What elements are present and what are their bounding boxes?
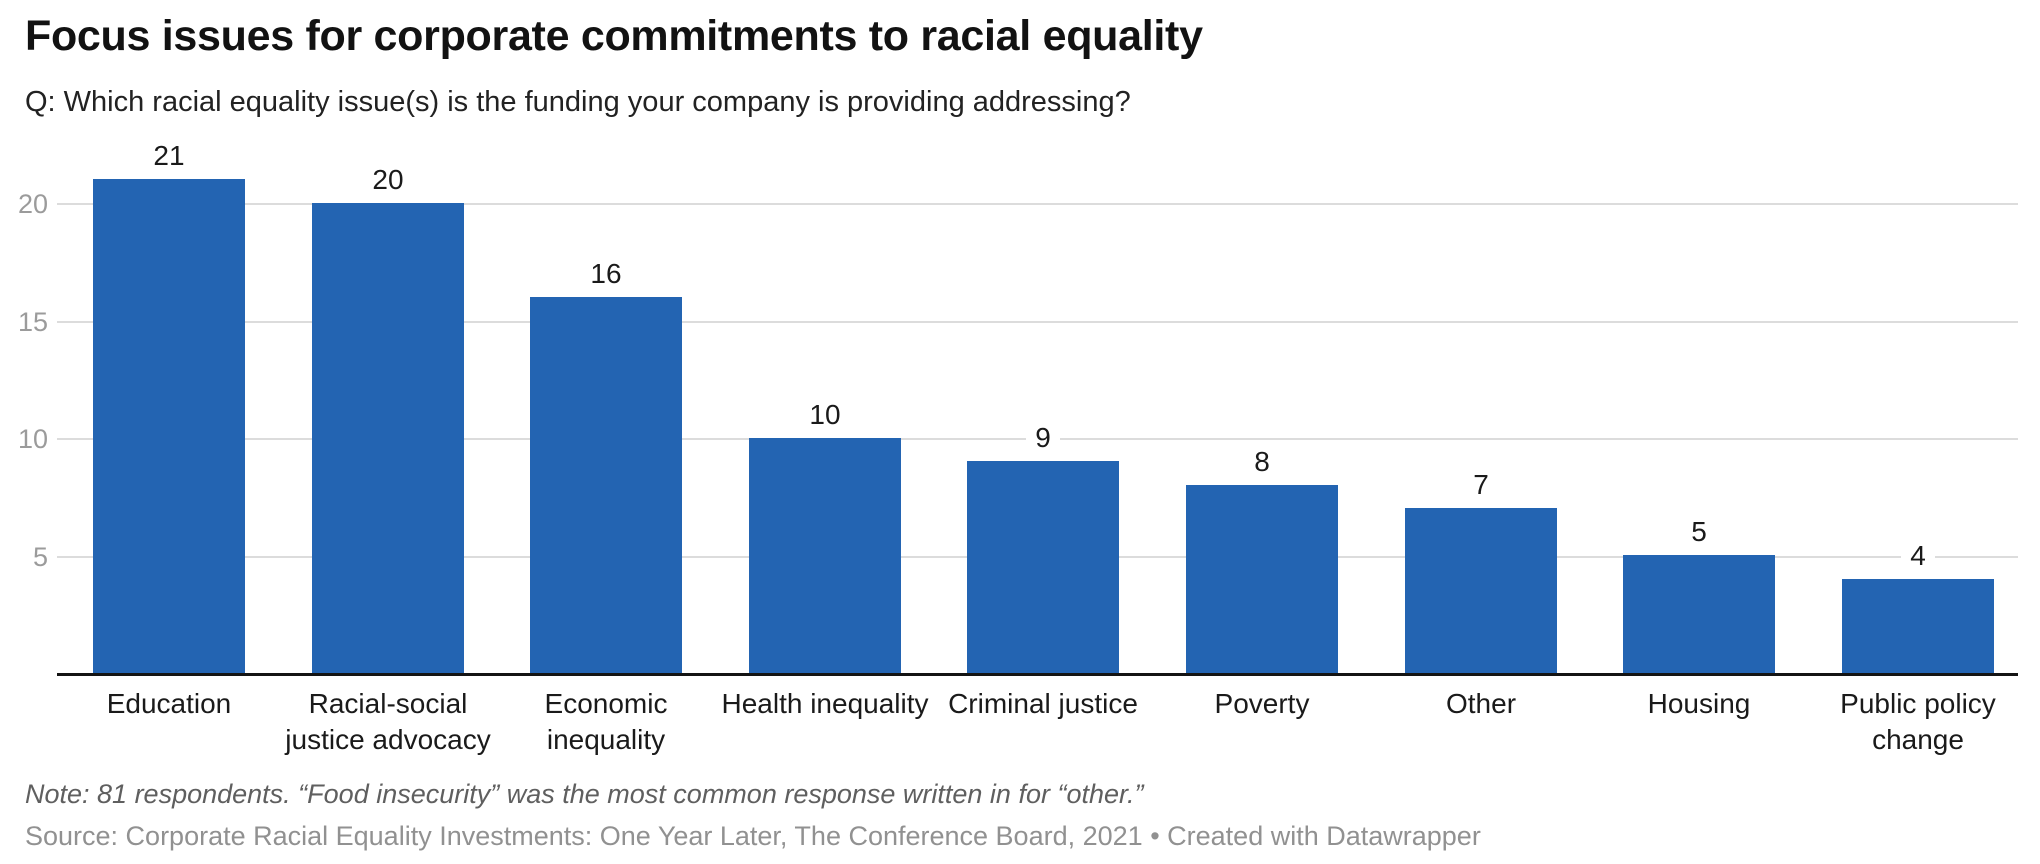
bar	[530, 297, 682, 673]
bar-value-label: 4	[1802, 540, 2034, 571]
category-label: Criminal justice	[948, 688, 1138, 719]
chart-note: Note: 81 respondents. “Food insecurity” …	[25, 779, 1144, 809]
bar	[749, 438, 901, 673]
bar-value-label: 7	[1365, 469, 1597, 500]
bar	[967, 461, 1119, 673]
bar	[312, 203, 464, 673]
bar-value-text: 10	[800, 399, 850, 430]
bar-value-label: 5	[1583, 516, 1815, 547]
category-label: Housing	[1647, 688, 1751, 719]
bar	[93, 179, 245, 673]
bar-value-text: 16	[581, 258, 631, 289]
gridline-20	[57, 203, 2018, 205]
bar-value-label: 10	[709, 399, 941, 430]
bar-value-label: 21	[53, 140, 285, 171]
bar	[1186, 485, 1338, 673]
chart-source-line: Source: Corporate Racial Equality Invest…	[25, 821, 1481, 852]
category-label: Other	[1445, 688, 1517, 719]
bar-value-text: 21	[144, 140, 194, 171]
category-label: Public policy change	[1840, 688, 1996, 755]
bar-value-text: 8	[1245, 446, 1279, 477]
bar-value-text: 20	[363, 164, 413, 195]
x-axis-line	[57, 673, 2018, 676]
category-label: Health inequality	[721, 688, 929, 719]
bar-value-label: 16	[490, 258, 722, 289]
chart-title: Focus issues for corporate commitments t…	[25, 12, 1203, 60]
bar-value-text: 9	[1026, 422, 1060, 453]
bar-value-label: 20	[272, 164, 504, 195]
bar-value-text: 4	[1901, 540, 1935, 571]
bar	[1623, 555, 1775, 673]
y-axis-tick-label: 15	[17, 307, 48, 337]
chart-subtitle: Q: Which racial equality issue(s) is the…	[25, 86, 1131, 118]
bar	[1405, 508, 1557, 673]
source-text: Source: Corporate Racial Equality Invest…	[25, 821, 1143, 851]
category-label: Education	[106, 688, 232, 719]
separator-bullet: •	[1150, 821, 1160, 851]
gridline-15	[57, 321, 2018, 323]
bar-value-label: 9	[927, 422, 1159, 453]
datawrapper-attribution-link[interactable]: Created with Datawrapper	[1167, 821, 1481, 851]
bar	[1842, 579, 1994, 673]
category-label: Economic inequality	[544, 688, 668, 755]
category-label: Poverty	[1214, 688, 1310, 719]
y-axis-tick-label: 10	[17, 424, 48, 454]
y-axis-tick-label: 5	[32, 542, 48, 572]
y-axis-tick-label: 20	[17, 189, 48, 219]
bar-value-label: 8	[1146, 446, 1378, 477]
bar-value-text: 5	[1682, 516, 1716, 547]
bar-value-text: 7	[1464, 469, 1498, 500]
category-label: Racial-social justice advocacy	[285, 688, 491, 755]
